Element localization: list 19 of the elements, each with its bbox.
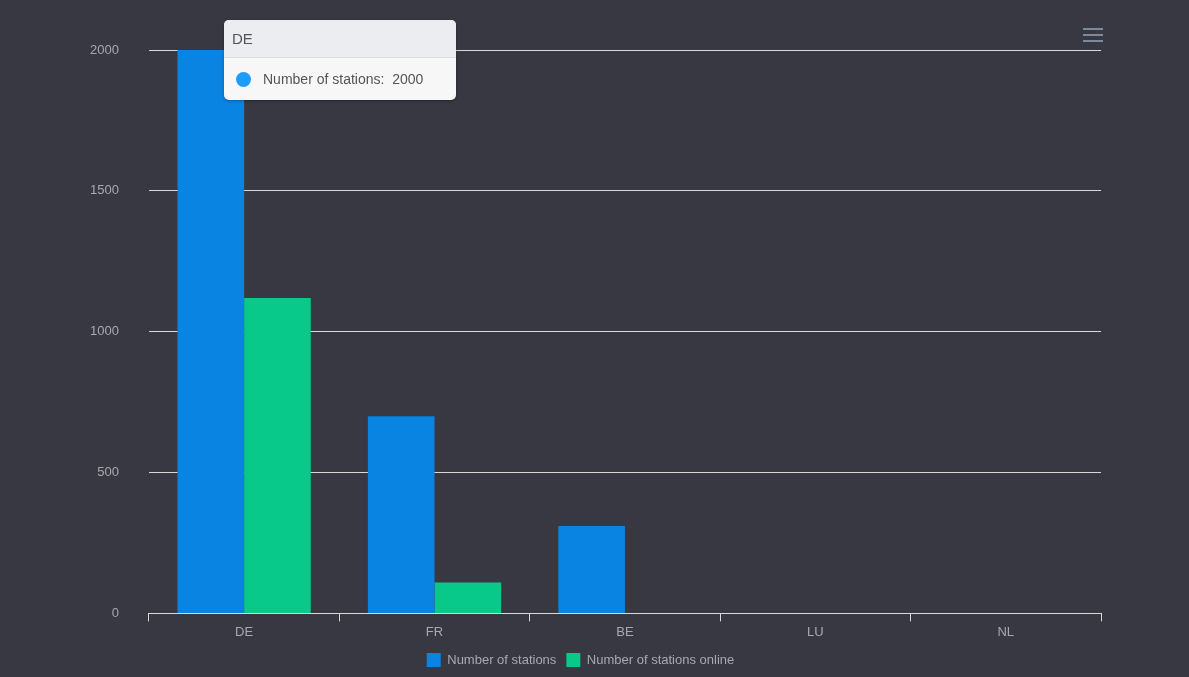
annotation: Number of stations: 2000 bbox=[263, 71, 424, 87]
x-tick-label: NL bbox=[997, 623, 1015, 639]
bar bbox=[244, 297, 311, 613]
bar bbox=[177, 50, 245, 613]
x-tick-label: FR bbox=[425, 623, 444, 639]
y-tick-label: 2000 bbox=[90, 41, 119, 57]
x-tick-label: LU bbox=[807, 623, 824, 639]
bar bbox=[434, 582, 502, 613]
x-tick-label: DE bbox=[235, 623, 254, 639]
legend-label: Number of stations bbox=[447, 651, 557, 667]
bar bbox=[367, 416, 435, 613]
y-tick-label: 1000 bbox=[90, 323, 119, 339]
y-tick-label: 500 bbox=[97, 464, 119, 480]
y-tick-label: 0 bbox=[111, 604, 119, 620]
bar bbox=[558, 526, 625, 613]
y-tick-label: 1500 bbox=[90, 182, 119, 198]
tooltip-box: DE Number of stations: 2000 bbox=[224, 20, 456, 100]
legend-label: Number of stations online bbox=[586, 651, 735, 667]
x-tick-label: BE bbox=[616, 623, 634, 639]
